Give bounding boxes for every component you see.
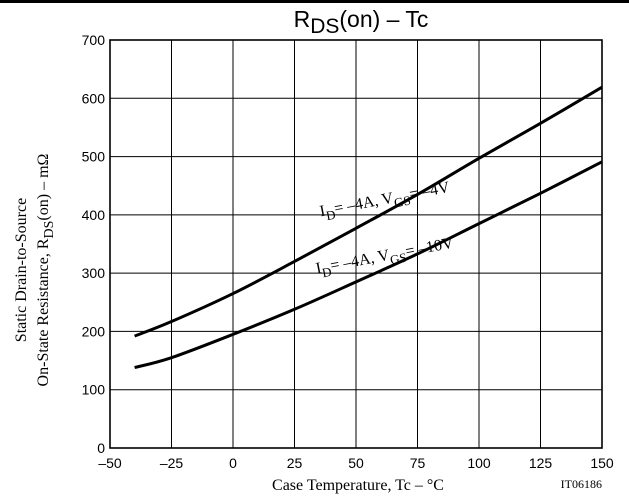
top-rule — [0, 0, 629, 3]
y-tick-label: 300 — [82, 265, 106, 281]
x-tick-label: –50 — [98, 455, 122, 471]
y-axis-label-line2: On-State Resistance, RDS(on) – mΩ — [35, 153, 57, 386]
y-tick-label: 100 — [82, 382, 106, 398]
series-1-line — [134, 85, 603, 338]
x-tick-label: 150 — [590, 455, 614, 471]
chart-code: IT06186 — [561, 477, 602, 491]
chart-title: RDS(on) – Tc — [294, 6, 429, 38]
y-tick-label: 500 — [82, 149, 106, 165]
x-tick-label: 25 — [287, 455, 303, 471]
y-tick-label: 0 — [97, 440, 105, 456]
x-tick-label: 125 — [529, 455, 553, 471]
y-tick-label: 600 — [82, 90, 106, 106]
series-2-label: ID= –4A, VGS= –10V — [314, 235, 456, 282]
plot-frame — [109, 39, 603, 449]
ticks: –50 –25 0 25 50 75 100 125 150 0 100 200 300 400 500 60… — [82, 32, 614, 471]
x-axis-label: Case Temperature, Tc – °C — [272, 477, 444, 494]
x-tick-label: 0 — [229, 455, 237, 471]
series-layer — [134, 85, 603, 370]
x-tick-label: 50 — [348, 455, 364, 471]
x-tick-label: 75 — [410, 455, 426, 471]
grid — [110, 40, 602, 448]
series-1-label: ID= –4A, VGS= –4V — [318, 179, 452, 224]
x-tick-label: –25 — [160, 455, 184, 471]
series-2-line — [134, 160, 603, 370]
x-tick-label: 100 — [467, 455, 491, 471]
y-tick-label: 200 — [82, 323, 106, 339]
y-axis-label-line1: Static Drain-to-Source — [13, 198, 30, 342]
y-tick-label: 700 — [82, 32, 106, 48]
curve-labels: ID= –4A, VGS= –4V ID= –4A, VGS= –10V — [314, 179, 456, 282]
y-tick-label: 400 — [82, 207, 106, 223]
